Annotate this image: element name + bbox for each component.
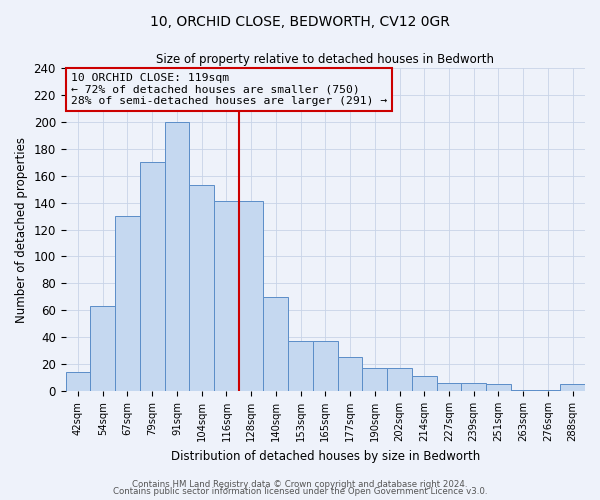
- Text: 10, ORCHID CLOSE, BEDWORTH, CV12 0GR: 10, ORCHID CLOSE, BEDWORTH, CV12 0GR: [150, 15, 450, 29]
- Bar: [263, 297, 288, 391]
- Text: Contains HM Land Registry data © Crown copyright and database right 2024.: Contains HM Land Registry data © Crown c…: [132, 480, 468, 489]
- Bar: [190, 185, 214, 391]
- X-axis label: Distribution of detached houses by size in Bedworth: Distribution of detached houses by size …: [171, 450, 480, 462]
- Bar: [560, 384, 585, 391]
- Bar: [313, 342, 338, 391]
- Bar: [65, 372, 91, 391]
- Bar: [214, 202, 239, 391]
- Bar: [288, 342, 313, 391]
- Bar: [338, 358, 362, 391]
- Bar: [387, 368, 412, 391]
- Bar: [511, 390, 536, 391]
- Bar: [461, 383, 486, 391]
- Y-axis label: Number of detached properties: Number of detached properties: [15, 136, 28, 322]
- Bar: [91, 306, 115, 391]
- Bar: [164, 122, 190, 391]
- Bar: [239, 202, 263, 391]
- Bar: [437, 383, 461, 391]
- Bar: [362, 368, 387, 391]
- Bar: [115, 216, 140, 391]
- Bar: [536, 390, 560, 391]
- Bar: [140, 162, 164, 391]
- Bar: [412, 376, 437, 391]
- Text: 10 ORCHID CLOSE: 119sqm
← 72% of detached houses are smaller (750)
28% of semi-d: 10 ORCHID CLOSE: 119sqm ← 72% of detache…: [71, 73, 387, 106]
- Bar: [486, 384, 511, 391]
- Title: Size of property relative to detached houses in Bedworth: Size of property relative to detached ho…: [157, 52, 494, 66]
- Text: Contains public sector information licensed under the Open Government Licence v3: Contains public sector information licen…: [113, 487, 487, 496]
